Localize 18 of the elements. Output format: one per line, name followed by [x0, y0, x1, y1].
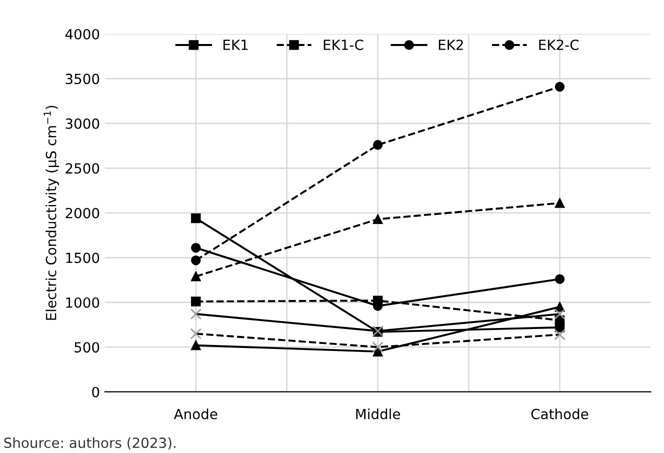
x-tick-label: Middle	[356, 408, 400, 420]
y-tick-label: 2000	[66, 208, 100, 218]
legend-label: EK2	[438, 40, 463, 50]
y-tick-label: 500	[74, 342, 100, 353]
y-tick-label: 1500	[66, 252, 100, 264]
y-tick-label: 3000	[66, 118, 100, 129]
y-axis-title: Electric Conductivity (µS cm$^{−1}$)	[44, 106, 60, 320]
legend-label: EK1-C	[324, 40, 364, 50]
y-tick-label: 1000	[66, 297, 100, 308]
legend-label: EK2-C	[539, 40, 579, 50]
legend-label: EK1	[224, 40, 248, 50]
y-tick-label: 0	[92, 386, 100, 398]
y-tick-label: 2500	[66, 163, 100, 174]
y-tick-label: 3500	[66, 74, 100, 84]
x-tick-label: Cathode	[531, 408, 588, 420]
x-tick-label: Anode	[174, 408, 218, 420]
text: Shource: authors (2023).	[4, 437, 176, 450]
y-tick-label: 4000	[65, 28, 100, 40]
